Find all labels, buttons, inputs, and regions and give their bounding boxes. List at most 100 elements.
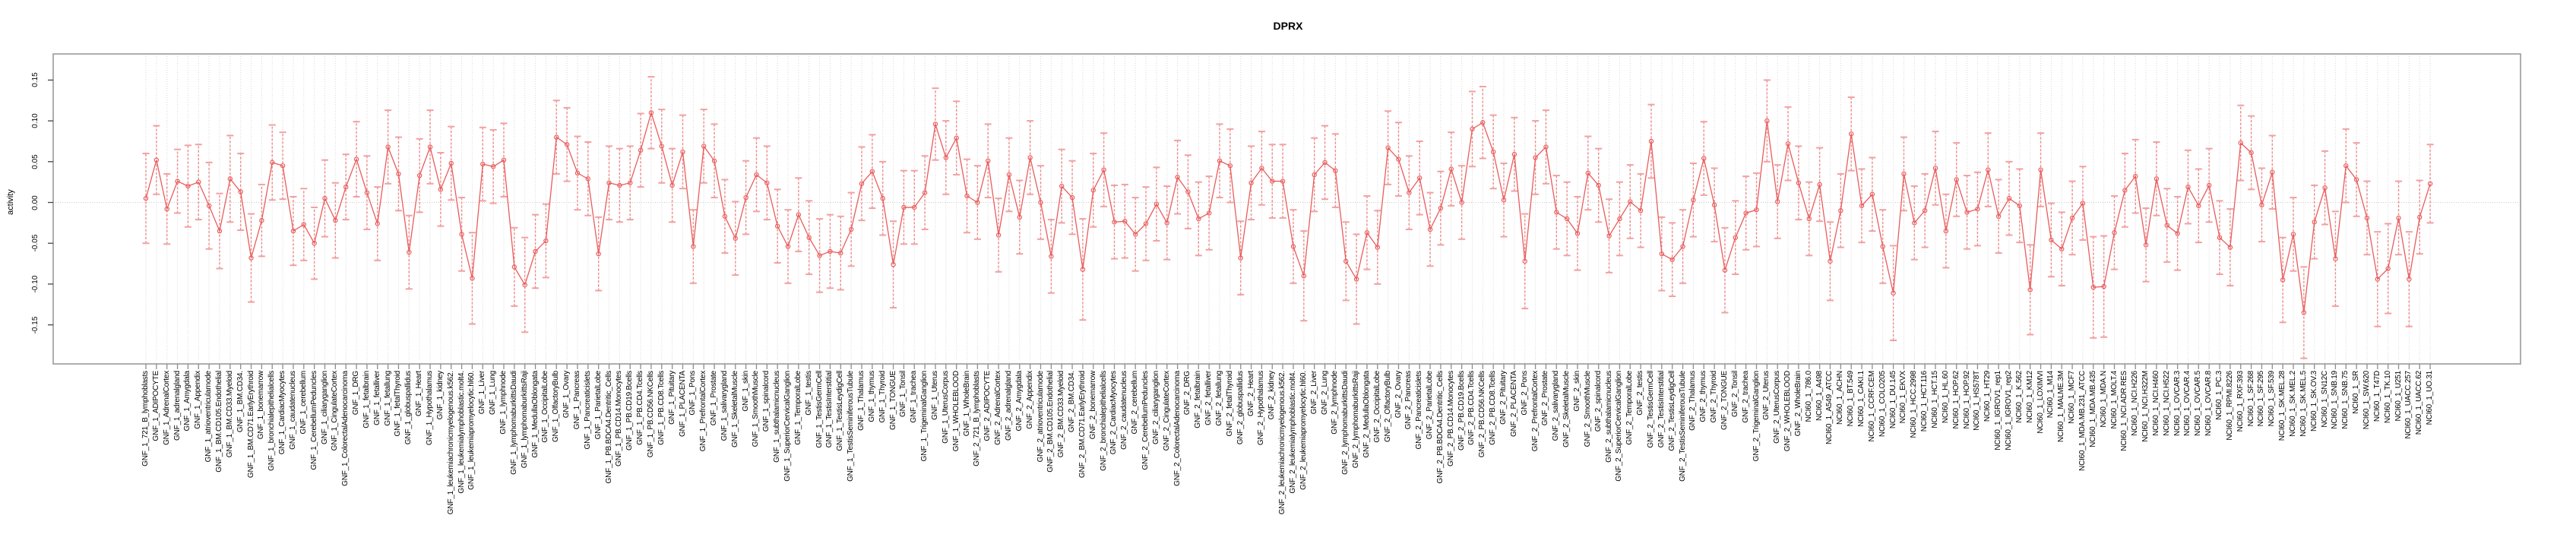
- x-tick-label: GNF_2_skin: [1573, 371, 1581, 412]
- x-tick-label: GNF_2_Pancreas: [1404, 371, 1413, 430]
- data-point: [2333, 256, 2338, 261]
- x-tick-label: GNF_1_Amygdala: [183, 371, 192, 432]
- data-point: [2112, 230, 2117, 236]
- x-tick-label: GNF_2_Pons: [1520, 371, 1529, 416]
- data-point: [617, 182, 622, 188]
- data-point: [1859, 203, 1865, 208]
- x-tick-label: GNF_1_cerebellum: [299, 371, 308, 435]
- x-tick-label: GNF_2_Lung: [1320, 371, 1329, 416]
- x-tick-label: GNF_1_WHOLEBLOOD: [951, 371, 960, 452]
- x-tick-label: GNF_2_CardiacMyocytes: [1109, 371, 1119, 455]
- x-tick-label: GNF_1_leukemialymphoblastic.molt4.: [457, 371, 466, 494]
- x-tick-label: GNF_1_leukemiachronicmyelogenous.k562.: [446, 371, 455, 515]
- x-tick-label: GNF_2_salivarygland: [1552, 371, 1561, 441]
- data-point: [470, 276, 475, 281]
- x-tick-label: GNF_1_globuspallidus: [404, 371, 413, 445]
- x-tick-label: GNF_2_WholeBrain: [1793, 371, 1802, 437]
- data-point: [185, 183, 191, 189]
- x-tick-label: GNF_1_atrioventricularnode: [204, 371, 214, 463]
- x-tick-label: GNF_1_PB.CD56.NKCells: [646, 371, 655, 458]
- x-tick-label: GNF_1_fetalThyroid: [394, 371, 403, 437]
- data-point: [1596, 182, 1601, 188]
- data-point: [1691, 198, 1696, 203]
- x-tick-label: NCI60_1_MDA.N: [2099, 371, 2108, 428]
- x-tick-label: NCI60_1_OVCAR.4: [2183, 371, 2192, 436]
- data-point: [1522, 258, 1527, 264]
- data-point: [2059, 246, 2065, 251]
- x-tick-label: GNF_2_lymphnode: [1331, 371, 1340, 435]
- x-tick-label: GNF_2_Thyroid: [1710, 371, 1719, 423]
- x-tick-label: GNF_2_Pancreaticislets: [1415, 371, 1424, 450]
- x-tick-label: NCI60_1_DU.145: [1888, 371, 1897, 429]
- x-tick-label: GNF_1_Lung: [489, 371, 498, 416]
- data-point: [2133, 173, 2138, 179]
- data-point: [2227, 245, 2233, 250]
- x-tick-label: GNF_2_Heart: [1246, 371, 1255, 417]
- data-point: [1006, 172, 1012, 178]
- data-point: [2312, 220, 2317, 225]
- data-point: [501, 157, 507, 163]
- data-point: [628, 180, 633, 185]
- data-point: [2154, 176, 2160, 182]
- x-tick-label: GNF_2_WHOLEBLOOD: [1783, 371, 1793, 452]
- x-tick-label: GNF_2_testis: [1636, 371, 1645, 416]
- data-point: [669, 182, 675, 188]
- data-point: [1785, 141, 1791, 147]
- x-tick-label: GNF_2_cerebellum: [1131, 371, 1140, 435]
- x-tick-label: NCI60_1_SF.268: [2246, 371, 2255, 427]
- x-tick-label: GNF_1_UterusCorpus: [941, 371, 950, 444]
- x-tick-label: GNF_1_lymphomaburkittsRaji: [520, 371, 529, 469]
- x-tick-label: GNF_1_PB.CD14.Monocytes: [615, 371, 624, 467]
- x-tick-label: GNF_2_fetalbrain: [1194, 371, 1203, 428]
- x-tick-label: GNF_1_Uterus: [930, 371, 939, 420]
- x-tick-label: GNF_2_ColorectalAdenocarcinoma: [1172, 371, 1182, 486]
- data-point: [2143, 242, 2149, 248]
- data-point: [1828, 258, 1833, 264]
- data-point: [1932, 166, 1938, 171]
- x-tick-label: NCI60_1_RPMI.8226: [2225, 371, 2234, 441]
- data-point: [2049, 237, 2054, 243]
- x-tick-label: NCI60_1_SNB.19: [2331, 371, 2340, 429]
- data-point: [975, 200, 980, 205]
- data-point: [2196, 203, 2201, 208]
- x-tick-label: GNF_2_leukemiachronicmyelogenous.k562.: [1278, 371, 1287, 515]
- data-point: [175, 179, 180, 184]
- data-point: [2322, 185, 2328, 191]
- x-tick-label: GNF_1_OccipitalLobe: [541, 371, 550, 443]
- data-point: [353, 157, 359, 162]
- data-point: [2206, 182, 2212, 188]
- x-tick-label: GNF_2_spinalcord: [1593, 371, 1603, 432]
- data-point: [995, 232, 1002, 238]
- data-point: [480, 161, 486, 167]
- data-point: [396, 171, 401, 177]
- data-point: [1470, 126, 1475, 132]
- x-tick-label: GNF_1_OlfactoryBulb: [552, 371, 561, 443]
- data-point: [743, 194, 748, 201]
- data-point: [407, 249, 412, 255]
- data-point: [248, 255, 254, 261]
- x-tick-label: GNF_2_OlfactoryBulb: [1383, 371, 1392, 443]
- data-point: [1154, 201, 1160, 207]
- data-point: [943, 155, 949, 160]
- x-tick-label: NCI60_1_LOXIMVI: [2036, 371, 2045, 434]
- x-tick-label: GNF_2_lymphomaburkittsRaji: [1352, 371, 1361, 469]
- data-point: [2385, 266, 2391, 271]
- data-point: [322, 195, 328, 201]
- x-tick-label: GNF_2_PB.CD56.NKCells: [1478, 371, 1487, 458]
- data-point: [774, 223, 780, 229]
- data-point: [490, 164, 496, 169]
- x-tick-label: GNF_1_CardiacMyocytes: [278, 371, 287, 455]
- x-tick-label: GNF_1_WholeBrain: [962, 371, 971, 437]
- x-tick-label: GNF_2_BM.CD71.EarlyErythroid: [1078, 371, 1087, 479]
- data-point: [554, 134, 559, 140]
- data-point: [1343, 258, 1349, 264]
- data-point: [312, 241, 317, 246]
- data-point: [922, 190, 928, 195]
- data-point: [796, 212, 802, 217]
- data-point: [1986, 167, 1991, 172]
- data-point: [1501, 198, 1507, 203]
- x-tick-label: NCI60_1_NCI.H522: [2162, 371, 2171, 436]
- y-tick-label: 0.15: [31, 72, 40, 88]
- x-tick-label: NCI60_1_OVCAR.5: [2194, 371, 2203, 436]
- x-tick-label: NCI60_1_BT.549: [1847, 371, 1856, 427]
